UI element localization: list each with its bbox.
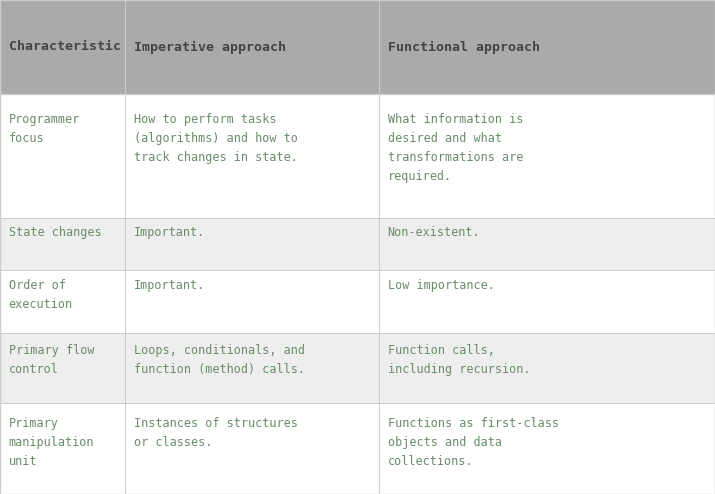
Text: What information is
desired and what
transformations are
required.: What information is desired and what tra… (388, 113, 523, 183)
Text: Functional approach: Functional approach (388, 41, 540, 53)
Text: Imperative approach: Imperative approach (134, 41, 286, 53)
Text: Low importance.: Low importance. (388, 279, 494, 292)
Text: Programmer
focus: Programmer focus (9, 113, 80, 145)
Bar (379, 270, 715, 333)
Text: Instances of structures
or classes.: Instances of structures or classes. (134, 417, 297, 449)
Bar (125, 0, 379, 94)
Text: Primary flow
control: Primary flow control (9, 344, 94, 376)
Bar (125, 270, 379, 333)
Bar (379, 403, 715, 494)
Text: Order of
execution: Order of execution (9, 279, 73, 311)
Bar (379, 94, 715, 218)
Bar (379, 333, 715, 403)
Text: Functions as first-class
objects and data
collections.: Functions as first-class objects and dat… (388, 417, 558, 468)
Text: Characteristic: Characteristic (9, 41, 121, 53)
Bar (0, 403, 125, 494)
Bar (125, 218, 379, 270)
Bar (125, 333, 379, 403)
Text: Important.: Important. (134, 226, 205, 239)
Bar (0, 94, 125, 218)
Text: Function calls,
including recursion.: Function calls, including recursion. (388, 344, 530, 376)
Text: Primary
manipulation
unit: Primary manipulation unit (9, 417, 94, 468)
Bar (0, 270, 125, 333)
Text: How to perform tasks
(algorithms) and how to
track changes in state.: How to perform tasks (algorithms) and ho… (134, 113, 297, 164)
Text: Non-existent.: Non-existent. (388, 226, 480, 239)
Bar (0, 218, 125, 270)
Bar (379, 218, 715, 270)
Text: State changes: State changes (9, 226, 102, 239)
Text: Important.: Important. (134, 279, 205, 292)
Bar (125, 94, 379, 218)
Text: Loops, conditionals, and
function (method) calls.: Loops, conditionals, and function (metho… (134, 344, 305, 376)
Bar (0, 333, 125, 403)
Bar (0, 0, 125, 94)
Bar (379, 0, 715, 94)
Bar (125, 403, 379, 494)
